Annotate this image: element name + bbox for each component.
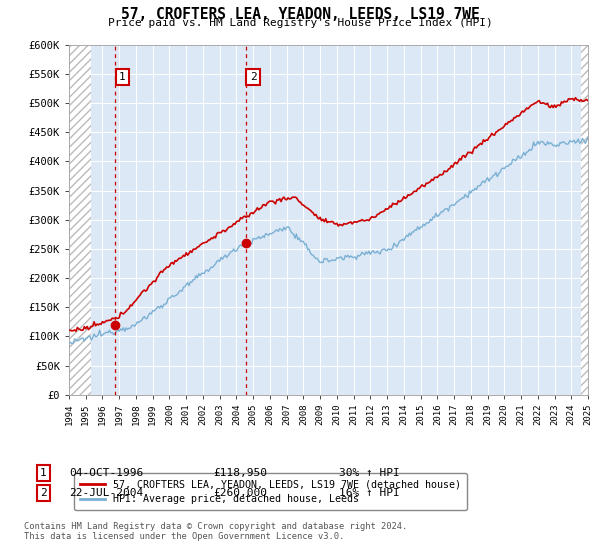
Text: 22-JUL-2004: 22-JUL-2004 [69, 488, 143, 498]
Text: 1: 1 [40, 468, 47, 478]
Text: 2: 2 [250, 72, 257, 82]
Text: £118,950: £118,950 [213, 468, 267, 478]
Text: £260,000: £260,000 [213, 488, 267, 498]
Text: 04-OCT-1996: 04-OCT-1996 [69, 468, 143, 478]
Text: 57, CROFTERS LEA, YEADON, LEEDS, LS19 7WE: 57, CROFTERS LEA, YEADON, LEEDS, LS19 7W… [121, 7, 479, 22]
Bar [581, 45, 588, 395]
Text: Price paid vs. HM Land Registry's House Price Index (HPI): Price paid vs. HM Land Registry's House … [107, 18, 493, 29]
Text: 30% ↑ HPI: 30% ↑ HPI [339, 468, 400, 478]
Text: 16% ↑ HPI: 16% ↑ HPI [339, 488, 400, 498]
Text: 2: 2 [40, 488, 47, 498]
Bar [69, 45, 91, 395]
Text: Contains HM Land Registry data © Crown copyright and database right 2024.
This d: Contains HM Land Registry data © Crown c… [24, 522, 407, 542]
Text: 1: 1 [119, 72, 126, 82]
Legend: 57, CROFTERS LEA, YEADON, LEEDS, LS19 7WE (detached house), HPI: Average price, : 57, CROFTERS LEA, YEADON, LEEDS, LS19 7W… [74, 473, 467, 510]
